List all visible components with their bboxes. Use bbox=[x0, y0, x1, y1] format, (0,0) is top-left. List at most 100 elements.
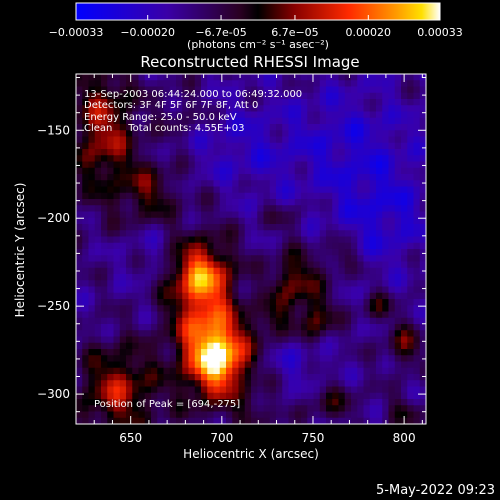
heatmap-cell bbox=[94, 86, 102, 94]
heatmap-cell bbox=[138, 180, 146, 187]
heatmap-cell bbox=[138, 92, 146, 100]
heatmap-cell bbox=[307, 80, 314, 87]
heatmap-cell bbox=[294, 261, 302, 269]
heatmap-cell bbox=[257, 92, 264, 100]
heatmap-cell bbox=[119, 292, 127, 300]
heatmap-cell bbox=[369, 411, 377, 419]
heatmap-cell bbox=[382, 261, 389, 269]
heatmap-cell bbox=[169, 261, 177, 269]
heatmap-cell bbox=[313, 199, 321, 206]
heatmap-cell bbox=[169, 180, 177, 187]
heatmap-cell bbox=[344, 374, 352, 381]
heatmap-cell bbox=[307, 386, 314, 394]
heatmap-cell bbox=[388, 261, 396, 269]
heatmap-cell bbox=[376, 155, 383, 162]
heatmap-cell bbox=[151, 355, 158, 362]
heatmap-cell bbox=[126, 142, 133, 150]
heatmap-cell bbox=[244, 292, 252, 300]
heatmap-cell bbox=[338, 342, 346, 350]
heatmap-cell bbox=[288, 117, 296, 125]
heatmap-cell bbox=[313, 192, 321, 200]
heatmap-cell bbox=[269, 186, 277, 194]
heatmap-cell bbox=[357, 367, 364, 375]
heatmap-cell bbox=[319, 99, 327, 106]
heatmap-cell bbox=[394, 224, 402, 231]
heatmap-cell bbox=[269, 361, 277, 369]
heatmap-cell bbox=[238, 111, 246, 119]
heatmap-cell bbox=[176, 111, 183, 119]
heatmap-cell bbox=[313, 311, 321, 319]
heatmap-cell bbox=[294, 224, 302, 231]
heatmap-cell bbox=[382, 355, 389, 362]
heatmap-cell bbox=[138, 130, 146, 137]
heatmap-cell bbox=[288, 280, 296, 287]
heatmap-cell bbox=[357, 342, 364, 350]
heatmap-cell bbox=[332, 224, 339, 231]
heatmap-cell bbox=[394, 355, 402, 362]
heatmap-cell bbox=[76, 192, 83, 200]
heatmap-cell bbox=[413, 342, 421, 350]
heatmap-cell bbox=[151, 211, 158, 219]
heatmap-cell bbox=[119, 392, 127, 400]
heatmap-cell bbox=[413, 274, 421, 281]
heatmap-cell bbox=[351, 161, 358, 169]
heatmap-cell bbox=[313, 399, 321, 406]
heatmap-cell bbox=[126, 180, 133, 187]
heatmap-cell bbox=[413, 386, 421, 394]
heatmap-cell bbox=[182, 261, 189, 269]
heatmap-cell bbox=[263, 124, 271, 131]
heatmap-cell bbox=[182, 292, 189, 300]
heatmap-cell bbox=[326, 136, 333, 144]
heatmap-cell bbox=[226, 361, 233, 369]
heatmap-cell bbox=[126, 342, 133, 350]
heatmap-cell bbox=[244, 386, 252, 394]
heatmap-cell bbox=[332, 80, 339, 87]
heatmap-cell bbox=[263, 342, 271, 350]
heatmap-cell bbox=[288, 317, 296, 325]
heatmap-cell bbox=[363, 367, 371, 375]
heatmap-cell bbox=[332, 167, 339, 175]
heatmap-cell bbox=[294, 186, 302, 194]
heatmap-cell bbox=[307, 111, 314, 119]
heatmap-cell bbox=[369, 80, 377, 87]
heatmap-cell bbox=[226, 167, 233, 175]
heatmap-cell bbox=[257, 211, 264, 219]
heatmap-cell bbox=[238, 405, 246, 412]
heatmap-cell bbox=[144, 299, 152, 306]
heatmap-cell bbox=[207, 230, 214, 237]
heatmap-cell bbox=[338, 92, 346, 100]
heatmap-cell bbox=[326, 180, 333, 187]
heatmap-cell bbox=[144, 92, 152, 100]
heatmap-cell bbox=[263, 336, 271, 344]
heatmap-cell bbox=[413, 192, 421, 200]
heatmap-cell bbox=[132, 355, 139, 362]
heatmap-cell bbox=[169, 299, 177, 306]
heatmap-cell bbox=[188, 186, 196, 194]
heatmap-cell bbox=[194, 299, 202, 306]
heatmap-cell bbox=[351, 274, 358, 281]
heatmap-cell bbox=[376, 224, 383, 231]
heatmap-cell bbox=[357, 249, 364, 256]
heatmap-cell bbox=[376, 261, 383, 269]
heatmap-cell bbox=[257, 217, 264, 225]
heatmap-cell bbox=[82, 330, 89, 337]
heatmap-cell bbox=[257, 124, 264, 131]
heatmap-cell bbox=[144, 111, 152, 119]
heatmap-cell bbox=[413, 286, 421, 294]
heatmap-cell bbox=[76, 149, 83, 156]
heatmap-cell bbox=[319, 355, 327, 362]
heatmap-cell bbox=[269, 317, 277, 325]
heatmap-cell bbox=[401, 261, 408, 269]
heatmap-cell bbox=[232, 286, 239, 294]
heatmap-cell bbox=[376, 380, 383, 387]
heatmap-cell bbox=[319, 324, 327, 331]
heatmap-cell bbox=[257, 149, 264, 156]
heatmap-cell bbox=[407, 155, 414, 162]
heatmap-cell bbox=[338, 242, 346, 250]
heatmap-cell bbox=[251, 236, 258, 244]
heatmap-cell bbox=[107, 317, 114, 325]
heatmap-cell bbox=[157, 92, 164, 100]
heatmap-cell bbox=[313, 130, 321, 137]
heatmap-cell bbox=[288, 99, 296, 106]
heatmap-cell bbox=[401, 224, 408, 231]
